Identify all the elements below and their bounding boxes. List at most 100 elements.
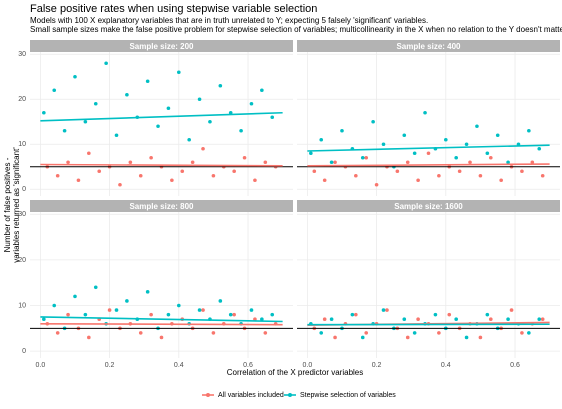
point — [263, 331, 268, 335]
point — [354, 312, 358, 317]
point — [62, 128, 67, 133]
strip — [297, 200, 560, 212]
y-axis-label: Number of false positives - — [3, 157, 12, 252]
point — [42, 317, 46, 322]
point — [232, 312, 236, 317]
point — [437, 331, 441, 335]
point — [402, 317, 407, 322]
point — [166, 106, 171, 111]
point — [360, 335, 365, 340]
trend-line — [307, 144, 550, 152]
point — [55, 331, 60, 335]
point — [509, 308, 514, 312]
point — [180, 169, 185, 174]
point — [156, 124, 160, 129]
point — [97, 169, 102, 174]
point — [42, 110, 46, 115]
point — [350, 312, 355, 317]
point — [322, 317, 327, 322]
point — [52, 303, 57, 308]
point — [138, 173, 143, 178]
point — [138, 331, 143, 335]
point — [457, 169, 462, 174]
legend-label: All variables included — [218, 392, 284, 399]
point — [322, 178, 327, 183]
trend-line — [40, 322, 283, 326]
point — [249, 101, 254, 106]
point — [478, 173, 483, 178]
legend-key — [206, 393, 210, 397]
trend-line — [40, 316, 283, 323]
point — [83, 312, 88, 317]
point — [416, 178, 420, 183]
trend-line — [307, 163, 550, 167]
point — [242, 155, 247, 160]
point — [149, 312, 153, 317]
point — [488, 155, 493, 160]
point — [149, 155, 153, 160]
point — [159, 335, 164, 340]
chart-title: False positive rates when using stepwise… — [30, 3, 317, 15]
point — [114, 308, 119, 312]
trend-line — [40, 111, 283, 122]
strip-title: Sample size: 1600 — [394, 202, 463, 211]
point — [488, 317, 493, 322]
point — [145, 290, 150, 294]
point — [402, 133, 407, 138]
point — [125, 299, 129, 303]
point — [527, 331, 531, 335]
point — [104, 61, 108, 66]
point — [211, 173, 216, 178]
point — [177, 303, 181, 308]
point — [395, 169, 400, 174]
x-tick-label: 0.0 — [36, 362, 46, 369]
point — [218, 83, 223, 88]
point — [107, 308, 112, 312]
y-tick-label: 20 — [18, 96, 26, 103]
point — [239, 128, 243, 133]
point — [527, 128, 531, 133]
x-tick-label: 0.0 — [303, 362, 313, 369]
legend-label: Stepwise selection of variables — [300, 392, 396, 399]
point — [87, 335, 91, 340]
point — [381, 308, 386, 312]
point — [437, 173, 441, 178]
point — [333, 160, 337, 165]
point — [208, 119, 212, 124]
point — [197, 97, 202, 102]
point — [55, 173, 60, 178]
point — [416, 317, 420, 322]
strip-title: Sample size: 400 — [396, 42, 461, 51]
point — [66, 160, 70, 165]
point — [187, 137, 191, 142]
point — [263, 160, 268, 165]
point — [83, 119, 88, 124]
point — [333, 335, 337, 340]
point — [319, 331, 324, 335]
point — [537, 146, 542, 151]
strip — [297, 40, 560, 52]
point — [426, 151, 431, 156]
y-tick-label: 20 — [18, 257, 26, 264]
point — [260, 88, 264, 93]
point — [125, 92, 129, 97]
point — [319, 137, 324, 142]
point — [485, 312, 490, 317]
point — [228, 312, 233, 317]
point — [87, 151, 91, 156]
y-tick-label: 30 — [18, 211, 26, 218]
x-tick-label: 0.6 — [243, 362, 253, 369]
point — [433, 312, 438, 317]
y-tick-label: 30 — [18, 51, 26, 58]
point — [520, 169, 524, 174]
point — [447, 312, 452, 317]
point — [475, 124, 479, 129]
point — [405, 335, 410, 340]
point — [93, 101, 98, 106]
subtitle: Small sample sizes make the false positi… — [30, 25, 562, 34]
y-tick-label: 10 — [18, 141, 26, 148]
point — [364, 155, 369, 160]
point — [506, 160, 510, 165]
strip-title: Sample size: 800 — [129, 202, 194, 211]
